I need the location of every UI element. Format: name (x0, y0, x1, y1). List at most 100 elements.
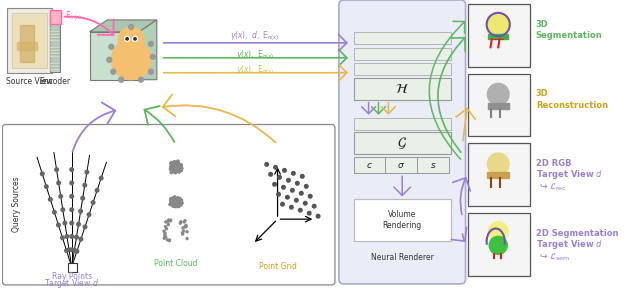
Circle shape (178, 200, 180, 202)
Bar (354, 32, 451, 44)
Circle shape (168, 240, 170, 241)
Circle shape (179, 170, 180, 172)
Circle shape (174, 206, 177, 207)
Circle shape (172, 204, 173, 206)
Circle shape (180, 166, 182, 168)
Circle shape (70, 208, 74, 211)
Circle shape (119, 77, 124, 82)
Circle shape (172, 197, 174, 199)
Circle shape (172, 201, 173, 203)
Circle shape (174, 168, 176, 170)
Circle shape (178, 203, 180, 205)
Circle shape (176, 163, 178, 165)
Circle shape (49, 198, 52, 201)
Text: Rendering: Rendering (383, 221, 422, 230)
Circle shape (173, 199, 175, 201)
Circle shape (171, 197, 173, 199)
Circle shape (61, 208, 65, 211)
Circle shape (171, 166, 173, 168)
Circle shape (92, 201, 95, 204)
Circle shape (180, 164, 182, 166)
Circle shape (171, 200, 173, 201)
Circle shape (180, 169, 182, 171)
Circle shape (75, 235, 78, 239)
Circle shape (61, 236, 64, 239)
Circle shape (55, 168, 58, 171)
Circle shape (164, 234, 166, 236)
Circle shape (180, 200, 182, 202)
Circle shape (172, 199, 173, 200)
Circle shape (70, 248, 74, 252)
Circle shape (168, 239, 170, 241)
Circle shape (170, 172, 172, 174)
Bar (488, 34, 508, 39)
Circle shape (178, 171, 180, 173)
Circle shape (95, 188, 99, 192)
Circle shape (175, 201, 177, 203)
Circle shape (175, 168, 177, 170)
Circle shape (67, 248, 71, 252)
Circle shape (174, 201, 176, 203)
Circle shape (173, 171, 175, 173)
Circle shape (177, 206, 179, 207)
Circle shape (180, 204, 182, 206)
Circle shape (175, 199, 177, 201)
Circle shape (129, 25, 134, 29)
Circle shape (168, 219, 170, 221)
Bar (488, 103, 509, 109)
Circle shape (291, 188, 294, 192)
Circle shape (167, 220, 169, 222)
Circle shape (178, 162, 180, 164)
Circle shape (173, 161, 175, 163)
Circle shape (179, 197, 180, 199)
Circle shape (172, 199, 173, 201)
Text: Point Cloud: Point Cloud (154, 260, 197, 268)
Bar (468, 4, 530, 67)
Circle shape (179, 204, 180, 206)
Bar (50, 14, 60, 17)
Circle shape (170, 163, 173, 165)
Bar (50, 20, 60, 23)
Circle shape (173, 202, 175, 204)
Circle shape (132, 36, 138, 41)
Circle shape (179, 202, 181, 204)
Circle shape (163, 230, 165, 232)
Text: $\gamma(x),\ d,\ \mathrm{E}_{\pi(x)}$: $\gamma(x),\ d,\ \mathrm{E}_{\pi(x)}$ (230, 29, 280, 43)
Bar (354, 48, 451, 60)
Bar (12, 13, 47, 68)
Text: $\hookrightarrow\mathcal{L}_{\mathrm{rec}}$: $\hookrightarrow\mathcal{L}_{\mathrm{rec… (538, 182, 567, 193)
Circle shape (167, 224, 170, 226)
Text: Target View $d$: Target View $d$ (44, 277, 99, 291)
Circle shape (307, 211, 311, 215)
Circle shape (176, 171, 178, 173)
Circle shape (312, 204, 316, 208)
Circle shape (180, 169, 182, 171)
Circle shape (177, 198, 179, 200)
Circle shape (182, 232, 184, 234)
Circle shape (170, 201, 172, 203)
Circle shape (174, 161, 176, 163)
FancyBboxPatch shape (339, 0, 465, 284)
Circle shape (488, 153, 509, 175)
Bar (50, 68, 60, 71)
Circle shape (173, 204, 175, 206)
Circle shape (173, 201, 175, 203)
Circle shape (180, 168, 182, 170)
Circle shape (180, 165, 182, 167)
Text: Neural Renderer: Neural Renderer (371, 253, 434, 262)
Circle shape (290, 205, 293, 209)
Text: $\hookrightarrow\mathcal{L}_{\mathrm{sem}}$: $\hookrightarrow\mathcal{L}_{\mathrm{sem… (538, 251, 570, 263)
Circle shape (177, 197, 179, 199)
Circle shape (184, 226, 186, 228)
Circle shape (170, 202, 172, 204)
Circle shape (65, 249, 68, 252)
Circle shape (294, 199, 298, 202)
Bar (354, 63, 451, 75)
Circle shape (178, 206, 180, 208)
Circle shape (300, 192, 303, 195)
Bar (50, 46, 60, 48)
Circle shape (173, 168, 175, 170)
Circle shape (169, 204, 171, 206)
Circle shape (179, 199, 180, 201)
Circle shape (87, 213, 91, 216)
